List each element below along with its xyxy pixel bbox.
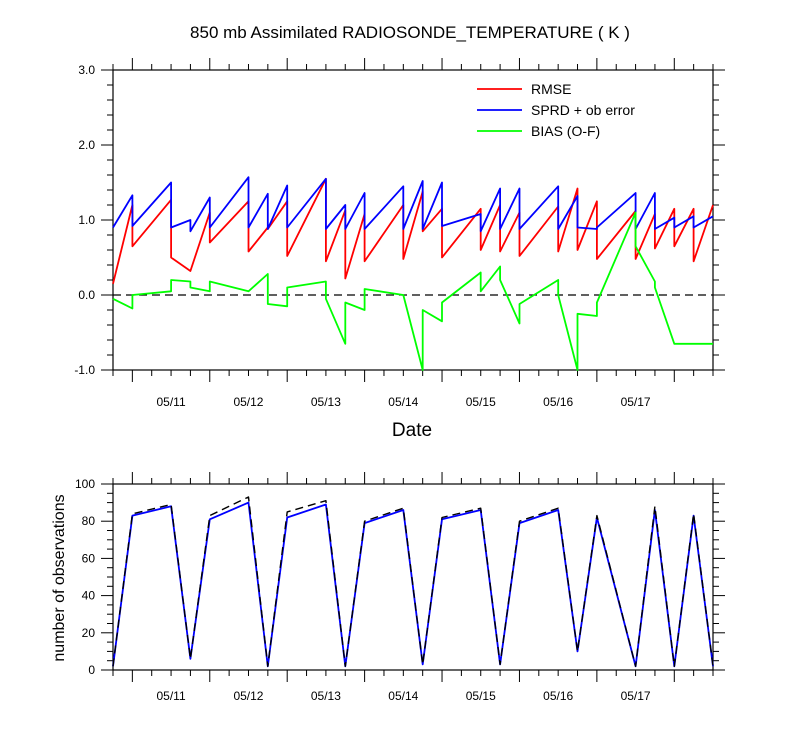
x-tick-label: 05/11 — [156, 395, 185, 409]
y-tick-label: 0 — [88, 663, 95, 677]
x-tick-label: 05/15 — [466, 395, 496, 409]
y-tick-label: 2.0 — [78, 138, 95, 152]
x-tick-label: 05/17 — [621, 395, 651, 409]
x-tick-label: 05/12 — [233, 689, 263, 703]
series-line — [112, 176, 714, 233]
plot-frame — [112, 483, 714, 671]
x-tick-label: 05/17 — [621, 689, 651, 703]
x-tick-label: 05/14 — [388, 689, 418, 703]
x-tick-label: 05/11 — [156, 689, 185, 703]
legend-label: SPRD + ob error — [531, 102, 635, 118]
rmse-bias-chart: 850 mb Assimilated RADIOSONDE_TEMPERATUR… — [74, 23, 725, 441]
x-tick-label: 05/15 — [466, 689, 496, 703]
y-tick-label: -1.0 — [74, 363, 95, 377]
x-tick-label: 05/13 — [311, 689, 341, 703]
y-tick-label: 100 — [75, 477, 95, 491]
top-series-group — [112, 176, 714, 371]
x-tick-label: 05/14 — [388, 395, 418, 409]
x-tick-label: 05/16 — [543, 689, 573, 703]
legend-label: RMSE — [531, 81, 571, 97]
x-tick-label: 05/16 — [543, 395, 573, 409]
y-axis-label: number of observations — [51, 494, 68, 661]
y-tick-label: 80 — [82, 514, 96, 528]
series-line — [112, 496, 714, 667]
legend-label: BIAS (O-F) — [531, 123, 600, 139]
legend: RMSE SPRD + ob error BIAS (O-F) — [477, 81, 635, 139]
x-tick-label: 05/12 — [233, 395, 263, 409]
y-tick-label: 20 — [82, 626, 96, 640]
y-tick-label: 3.0 — [78, 63, 95, 77]
bottom-series-group — [112, 496, 714, 668]
y-tick-label: 60 — [82, 551, 96, 565]
top-plot-area: -1.0 0.0 1.0 2.0 3.0 05/11 05/12 05/13 05/14 05/1… — [74, 58, 725, 409]
bottom-plot-area: 0 20 40 60 80 100 05/11 05/12 05/13 05/14 05/15 05/… — [75, 472, 725, 703]
observations-chart: 0 20 40 60 80 100 05/11 05/12 05/13 05/14 05/15 05/… — [51, 472, 725, 703]
series-line — [112, 177, 714, 285]
y-tick-label: 1.0 — [78, 213, 95, 227]
x-axis-label: Date — [392, 420, 432, 441]
chart-title: 850 mb Assimilated RADIOSONDE_TEMPERATUR… — [190, 23, 630, 42]
series-line — [112, 211, 713, 371]
y-tick-label: 0.0 — [78, 288, 95, 302]
x-tick-label: 05/13 — [311, 395, 341, 409]
y-tick-label: 40 — [82, 589, 96, 603]
